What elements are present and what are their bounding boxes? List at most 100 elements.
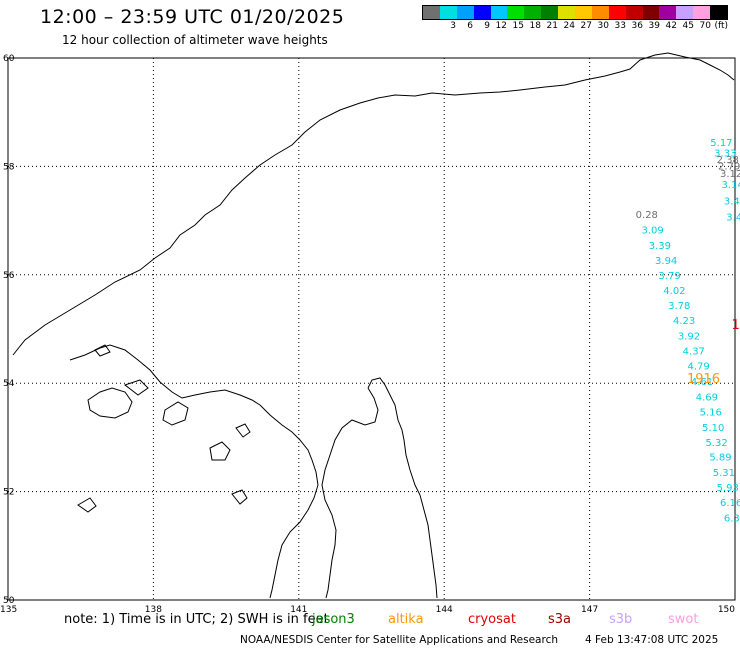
scale-swatch — [642, 6, 660, 19]
wave-height-value: 3.09 — [641, 226, 663, 237]
wave-height-value: 3.33 — [714, 149, 736, 160]
shantar-islands — [87, 387, 133, 419]
scale-tick-label: 6 — [467, 21, 473, 31]
wave-height-value: 5.93 — [717, 483, 739, 494]
legend-jason3: jason3 — [312, 612, 355, 627]
scale-tick-label: 21 — [546, 21, 558, 31]
sakhalin-west-coast — [321, 387, 379, 599]
amur-bay — [69, 344, 261, 406]
scale-tick-label: 30 — [597, 21, 609, 31]
wave-height-value: 3.12 — [720, 169, 740, 180]
okhotsk-north-coast — [12, 52, 735, 356]
scale-tick-label: 70 — [699, 21, 711, 31]
scale-tick-label: 45 — [682, 21, 694, 31]
wave-height-value: 3.94 — [655, 256, 677, 267]
wave-height-value: 2.79 — [718, 162, 740, 173]
lon-label: 150 — [718, 605, 735, 615]
wave-height-value: 3.39 — [649, 241, 671, 252]
page-subtitle: 12 hour collection of altimeter wave hei… — [62, 33, 328, 47]
scale-swatch — [473, 6, 491, 19]
scale-swatch — [524, 6, 542, 19]
scale-tick-label: 33 — [614, 21, 626, 31]
wave-height-value: 5.17 — [710, 138, 732, 149]
time-marker: 1607 — [732, 318, 740, 333]
lat-label: 50 — [3, 596, 15, 606]
wave-height-value: 6.35 — [724, 513, 740, 524]
scale-swatch — [625, 6, 643, 19]
lat-label: 60 — [3, 54, 15, 64]
scale-swatch — [507, 6, 525, 19]
scale-tick-label: 9 — [484, 21, 490, 31]
lon-label: 141 — [290, 605, 307, 615]
wave-height-value: 4.23 — [673, 316, 695, 327]
footer-note: note: 1) Time is in UTC; 2) SWH is in fe… — [64, 612, 329, 627]
scale-tick-label: 15 — [512, 21, 524, 31]
wave-height-value: 3.40 — [726, 213, 740, 224]
coastline — [12, 52, 735, 599]
wave-height-value: 4.02 — [663, 286, 685, 297]
wave-height-value: 3.14 — [721, 180, 740, 191]
lat-label: 54 — [3, 379, 15, 389]
scale-swatch — [439, 6, 457, 19]
wave-height-value: 3.40 — [724, 196, 740, 207]
track-swot: 5.173.332.382.793.123.14 3.40 3.40 — [710, 138, 740, 224]
small-island-b — [209, 441, 231, 461]
wave-height-value: 4.69 — [696, 393, 718, 404]
altimeter-tracks: 0.28 3.09 3.39 3.94 3.79 4.02 3.78 4.23 3.92 4.37… — [636, 138, 740, 525]
legend-cryosat: cryosat — [468, 612, 516, 627]
lon-label: 147 — [581, 605, 598, 615]
small-island-d — [77, 497, 97, 513]
wave-height-value: 3.92 — [678, 331, 700, 342]
scale-swatch — [676, 6, 694, 19]
legend-s3b: s3b — [609, 612, 633, 627]
wave-height-value: 3.78 — [668, 301, 690, 312]
scale-tick-label: 3 — [450, 21, 456, 31]
scale-swatch — [575, 6, 592, 19]
scale-swatch — [423, 6, 440, 19]
wave-height-value: 5.32 — [705, 438, 727, 449]
scale-tick-label: 12 — [495, 21, 507, 31]
footer-credit: NOAA/NESDIS Center for Satellite Applica… — [240, 634, 558, 646]
scale-swatch — [490, 6, 508, 19]
color-scale-ticks: 3 6 9 12 15 18 21 24 27 30 33 36 39 42 45 70 (ft) — [422, 20, 728, 32]
wave-height-value: 5.31 — [713, 468, 735, 479]
wave-height-value: 5.89 — [709, 453, 731, 464]
small-island-g — [123, 379, 149, 396]
wave-height-value: 3.79 — [658, 271, 680, 282]
wave-height-value: 5.16 — [700, 408, 722, 419]
wave-height-value: 2.38 — [717, 155, 739, 166]
time-marker: 1916 — [687, 372, 720, 387]
scale-swatch — [541, 6, 559, 19]
legend-s3a: s3a — [548, 612, 572, 627]
legend-swot: swot — [668, 612, 699, 627]
map-frame — [7, 57, 736, 601]
footer-timestamp: 4 Feb 13:47:08 UTC 2025 — [585, 634, 719, 646]
scale-swatch — [456, 6, 474, 19]
legend-altika: altika — [388, 612, 424, 627]
color-scale-bar — [422, 5, 728, 20]
wave-height-value: 0.28 — [636, 210, 658, 221]
scale-swatch — [659, 6, 677, 19]
scale-swatch — [608, 6, 626, 19]
sakhalin-island — [367, 377, 438, 599]
small-island-a — [162, 401, 189, 426]
lon-label: 144 — [436, 605, 453, 615]
scale-swatch — [558, 6, 576, 19]
track-markers: 1916 1607 — [687, 318, 740, 387]
scale-tick-label: (ft) — [714, 21, 728, 31]
scale-swatch — [693, 6, 711, 19]
scale-tick-label: 36 — [631, 21, 643, 31]
scale-tick-label: 18 — [529, 21, 541, 31]
scale-tick-label: 24 — [563, 21, 575, 31]
lat-label: 56 — [3, 271, 15, 281]
small-island-e — [231, 489, 248, 505]
lat-label: 58 — [3, 162, 15, 172]
wave-height-value: 4.37 — [683, 346, 705, 357]
scale-swatch — [710, 6, 728, 19]
axis-labels: 135 138 141 144 147 150 60 58 56 54 52 50 — [0, 54, 735, 615]
wave-height-color-scale: 3 6 9 12 15 18 21 24 27 30 33 36 39 42 45 70 (ft) — [422, 5, 728, 31]
wave-height-value: 4.79 — [688, 362, 710, 373]
scale-tick-label: 39 — [648, 21, 660, 31]
page-title: 12:00 – 23:59 UTC 01/20/2025 — [40, 6, 345, 28]
wave-height-value: 5.10 — [702, 423, 724, 434]
